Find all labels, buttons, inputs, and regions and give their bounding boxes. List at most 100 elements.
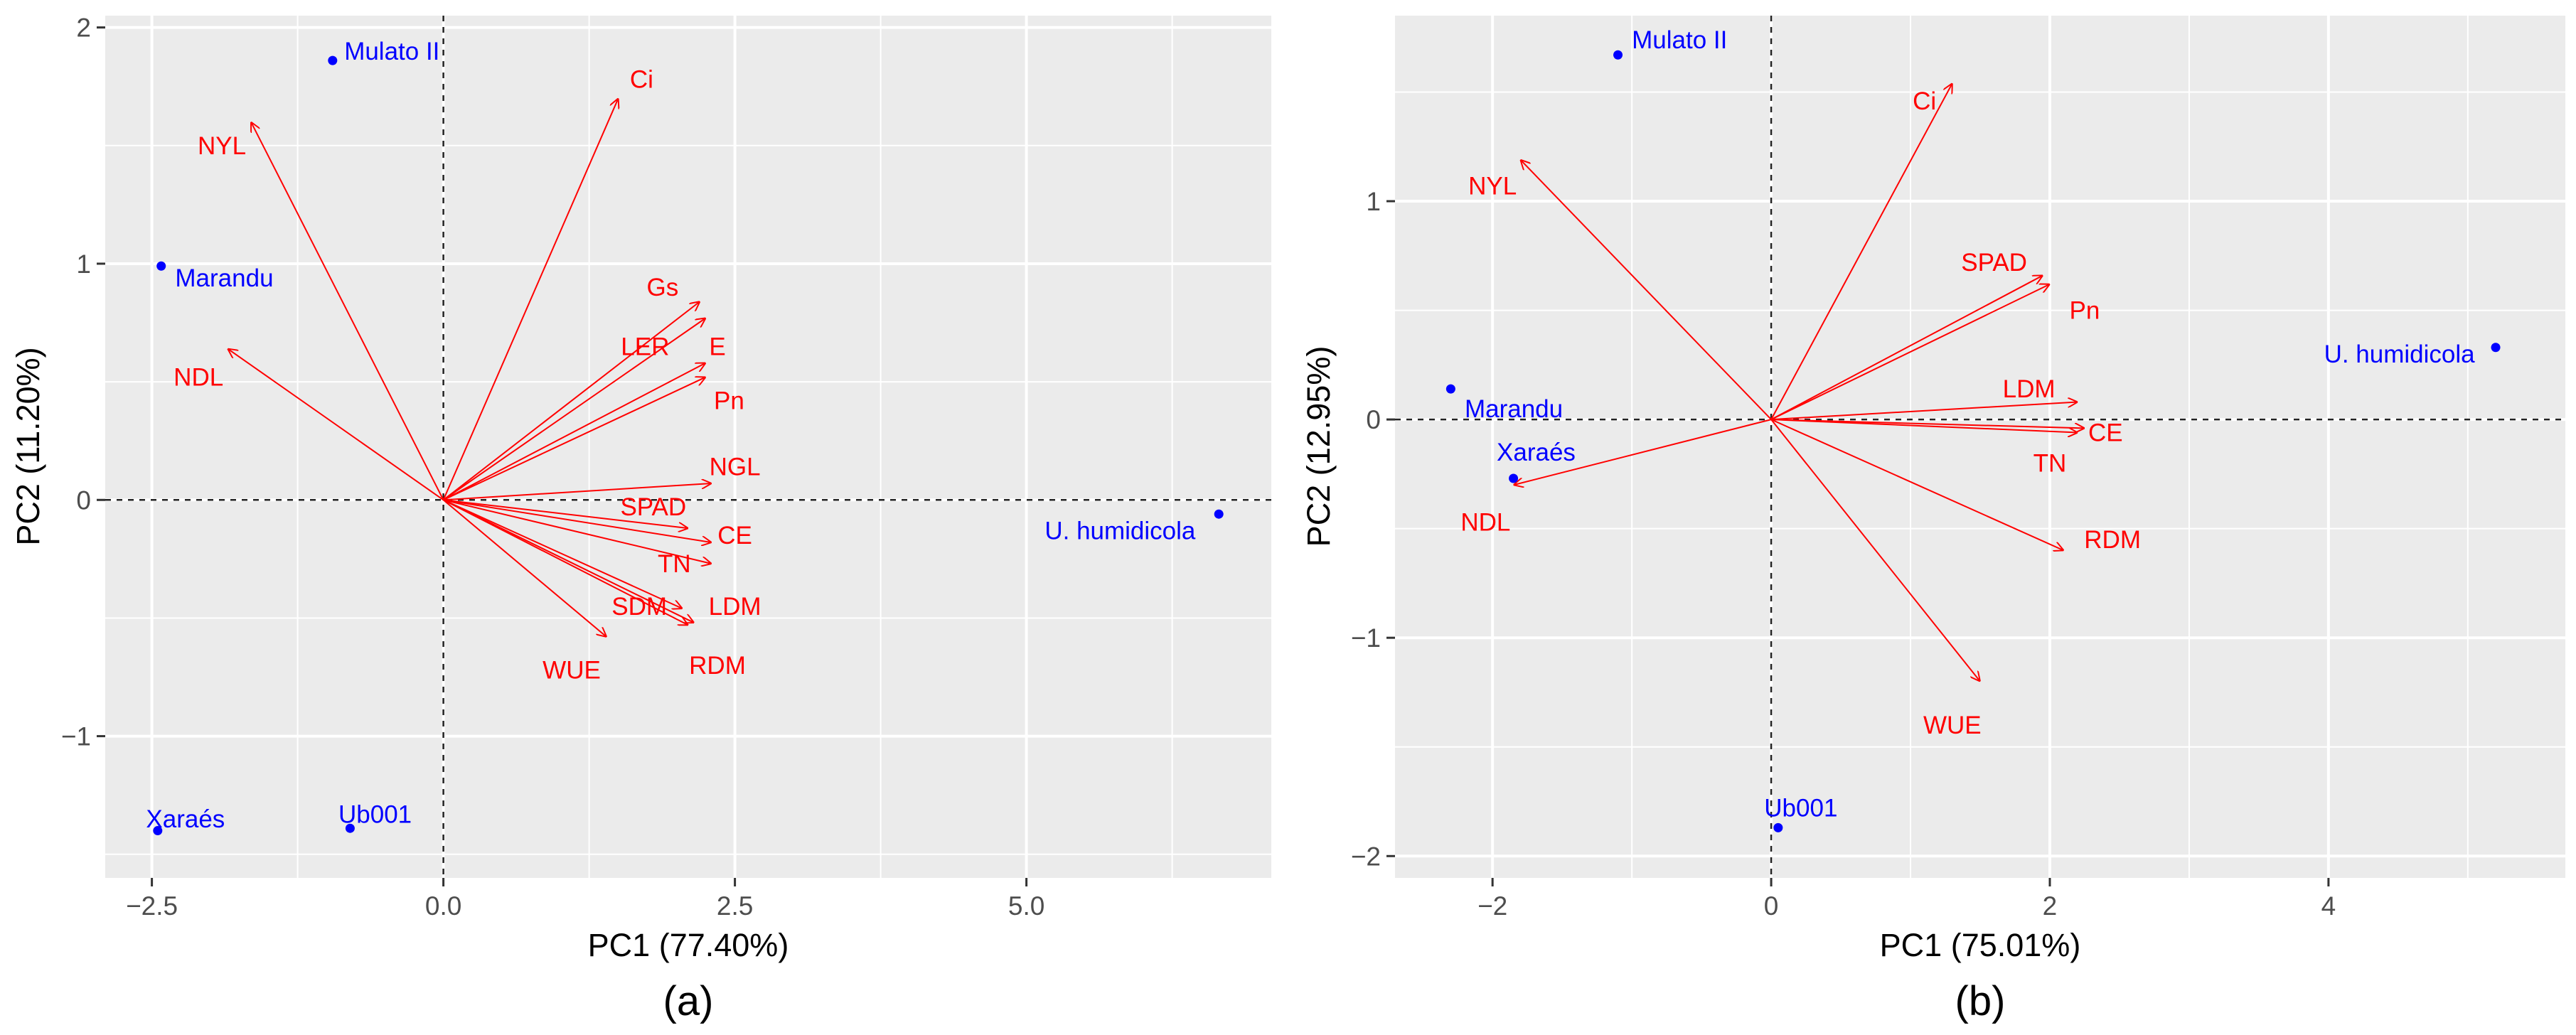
point-label-xara-s: Xaraés <box>146 805 225 833</box>
x-tick-label: −2.5 <box>126 891 178 921</box>
point-mulato-ii <box>1613 50 1623 60</box>
arrow-label-e: E <box>709 333 725 360</box>
arrow-label-nyl: NYL <box>198 132 246 160</box>
panel-b-variable-arrows: Ci NYL SPAD Pn LDM CE TN NDL RDM WUE <box>1460 83 2141 739</box>
y-tick-label: −1 <box>61 722 91 751</box>
y-tick-label: 1 <box>1366 187 1381 216</box>
point-ub001 <box>1773 822 1783 832</box>
arrow-ci <box>442 98 619 500</box>
x-tick-label: 2 <box>2043 891 2058 921</box>
panel-a-genotype-points: Mulato II Marandu U. humidicola Xaraés Ub001 <box>146 38 1224 836</box>
arrow-label-tn: TN <box>2033 450 2067 478</box>
point-label-mulato-ii: Mulato II <box>1632 26 1727 54</box>
biplot-b: Ci NYL SPAD Pn LDM CE TN NDL RDM WUE Mulato II U. … <box>1300 16 2565 1024</box>
arrow-ce <box>443 499 712 542</box>
panel-b-caption: (b) <box>1955 978 2006 1024</box>
panel-a-caption: (a) <box>663 978 714 1024</box>
y-tick-label: 0 <box>1366 405 1381 434</box>
arrow-label-spad: SPAD <box>620 493 686 521</box>
panel-b-x-axis-title: PC1 (75.01%) <box>1880 927 2081 963</box>
arrow-label-spad: SPAD <box>1961 249 2027 277</box>
y-tick-label: 2 <box>76 14 91 43</box>
y-tick-label: −1 <box>1351 623 1381 653</box>
panel-b-background <box>1395 16 2565 878</box>
arrow-wue <box>1770 419 1980 682</box>
arrow-rdm <box>443 499 695 623</box>
x-tick-label: −2 <box>1477 891 1507 921</box>
arrow-nyl <box>1520 160 1772 420</box>
point-label-ub001: Ub001 <box>338 800 412 828</box>
arrow-label-rdm: RDM <box>689 652 746 680</box>
arrow-nyl <box>251 122 444 500</box>
panel-a-y-axis-title: PC2 (11.20%) <box>10 347 46 545</box>
point-xara-s <box>1509 473 1519 483</box>
point-marandu <box>156 261 166 271</box>
panel-b-genotype-points: Mulato II U. humidicola Marandu Xaraés Ub001 <box>1445 26 2501 832</box>
arrow-ldm <box>443 499 688 625</box>
arrow-ldm <box>1771 402 2078 421</box>
point-label-ub001: Ub001 <box>1764 795 1837 822</box>
panel-a-reference-lines <box>105 16 1271 878</box>
arrow-label-ce: CE <box>717 522 752 549</box>
panel-a-x-axis-title: PC1 (77.40%) <box>588 927 789 963</box>
point-label-u-humidicola: U. humidicola <box>2324 340 2476 368</box>
arrow-tn <box>443 499 712 564</box>
arrow-label-ldm: LDM <box>2003 375 2056 403</box>
panel-b-y-axis-title: PC2 (12.95%) <box>1300 346 1337 547</box>
arrow-label-rdm: RDM <box>2084 526 2141 554</box>
arrow-ndl <box>1514 419 1772 485</box>
arrow-pn <box>443 377 706 501</box>
arrow-e <box>443 363 706 501</box>
point-marandu <box>1445 384 1455 394</box>
arrow-ler <box>443 318 706 501</box>
panel-a-background <box>105 16 1271 878</box>
arrow-label-ce: CE <box>2088 419 2123 447</box>
point-u-humidicola <box>2491 343 2501 353</box>
arrow-spad <box>443 499 688 528</box>
point-label-marandu: Marandu <box>175 264 273 292</box>
arrow-label-pn: Pn <box>2070 297 2100 325</box>
arrow-label-sdm: SDM <box>611 593 667 621</box>
x-tick-label: 0.0 <box>425 891 461 921</box>
point-ub001 <box>345 823 355 833</box>
arrow-label-pn: Pn <box>714 387 744 415</box>
y-tick-label: 1 <box>76 250 91 279</box>
x-tick-label: 2.5 <box>717 891 753 921</box>
arrow-label-wue: WUE <box>543 657 601 685</box>
point-xara-s <box>153 826 163 836</box>
arrow-tn <box>1771 419 2078 432</box>
arrow-wue <box>442 499 607 637</box>
arrow-ndl <box>228 349 444 501</box>
panel-a-variable-arrows: Ci NYL NDL Gs LER E Pn NGL SPAD CE TN SDM LDM WUE RDM <box>173 66 761 685</box>
arrow-ce <box>1771 419 2085 428</box>
arrow-gs <box>442 301 700 501</box>
arrow-label-gs: Gs <box>647 274 679 301</box>
point-label-mulato-ii: Mulato II <box>344 38 439 65</box>
x-tick-label: 0 <box>1764 891 1779 921</box>
point-u-humidicola <box>1214 509 1224 519</box>
arrow-label-ldm: LDM <box>709 593 761 621</box>
arrow-rdm <box>1770 419 2064 550</box>
arrow-label-ngl: NGL <box>710 454 761 481</box>
point-mulato-ii <box>328 55 338 65</box>
x-tick-label: 5.0 <box>1008 891 1044 921</box>
panel-b-reference-lines <box>1395 16 2565 878</box>
x-tick-label: 4 <box>2321 891 2336 921</box>
arrow-spad <box>1770 275 2043 420</box>
arrow-ngl <box>443 483 712 501</box>
point-label-u-humidicola: U. humidicola <box>1044 517 1196 545</box>
arrow-sdm <box>443 499 683 608</box>
y-tick-label: −2 <box>1351 842 1381 871</box>
arrow-label-ler: LER <box>621 333 669 360</box>
arrow-label-ndl: NDL <box>1460 508 1510 536</box>
arrow-ci <box>1770 83 1952 420</box>
arrow-label-nyl: NYL <box>1468 173 1517 200</box>
arrow-label-ndl: NDL <box>173 363 223 391</box>
arrow-label-ci: Ci <box>630 66 653 94</box>
arrow-label-tn: TN <box>658 550 691 578</box>
panel-b-axis-ticks: −2 0 2 4 −2 −1 0 1 <box>1351 187 2336 921</box>
y-tick-label: 0 <box>76 486 91 515</box>
point-label-xara-s: Xaraés <box>1497 439 1576 466</box>
